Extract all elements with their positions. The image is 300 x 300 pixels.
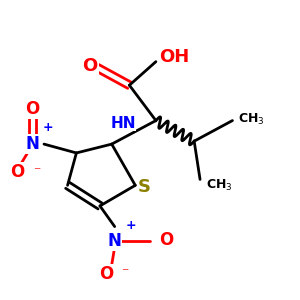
Text: O: O: [11, 163, 25, 181]
Text: O: O: [99, 265, 113, 283]
Text: N: N: [25, 135, 39, 153]
Text: S: S: [138, 178, 151, 196]
Text: HN: HN: [111, 116, 136, 131]
Text: +: +: [43, 122, 54, 134]
Text: ⁻: ⁻: [33, 165, 40, 179]
Text: +: +: [125, 219, 136, 232]
Text: O: O: [159, 231, 173, 249]
Text: OH: OH: [159, 48, 189, 66]
Text: O: O: [82, 57, 97, 75]
Text: ⁻: ⁻: [121, 267, 129, 281]
Text: N: N: [108, 232, 122, 250]
Text: CH$_3$: CH$_3$: [206, 178, 232, 193]
Text: CH$_3$: CH$_3$: [238, 112, 265, 127]
Text: O: O: [25, 100, 39, 118]
